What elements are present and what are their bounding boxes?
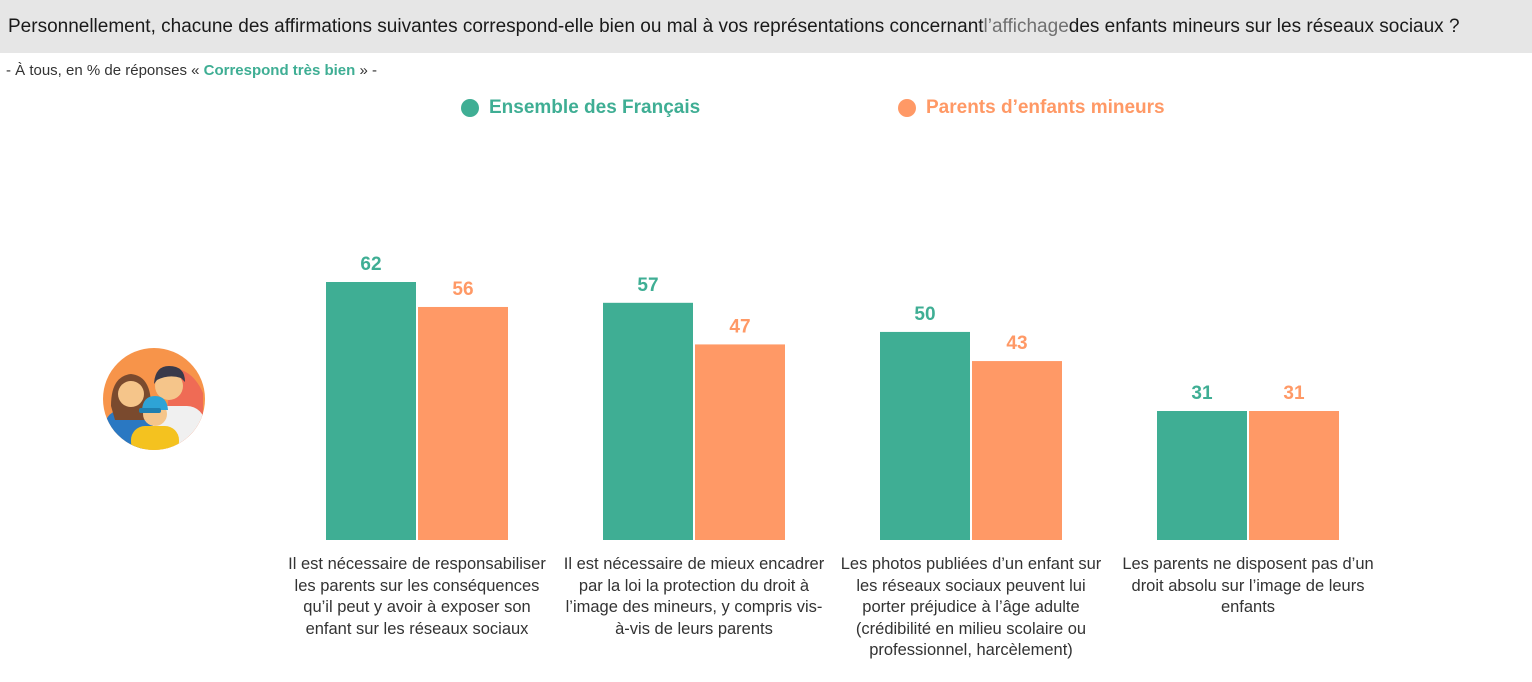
category-label-4: Les parents ne disposent pas d’un droit … <box>1122 555 1374 616</box>
bar-ensemble-3 <box>880 331 970 540</box>
category-label-3: Les photos publiées d’un enfant sur les … <box>840 555 1102 659</box>
question-text-part2: des enfants mineurs sur les réseaux soci… <box>1068 15 1460 37</box>
subtitle-emphasis: Correspond très bien <box>203 62 356 79</box>
legend-item-parents: Parents d’enfants mineurs <box>898 96 1165 120</box>
data-label-ensemble-3: 50 <box>914 304 935 325</box>
data-label-parents-3: 43 <box>1006 333 1027 354</box>
data-label-ensemble-1: 62 <box>360 254 381 275</box>
bar-ensemble-2 <box>603 302 693 540</box>
category-label-2: Il est nécessaire de mieux encadrer par … <box>563 555 825 638</box>
question-text-part1: Personnellement, chacune des affirmation… <box>8 15 984 37</box>
family-icon <box>103 348 205 450</box>
bar-ensemble-1 <box>326 282 416 540</box>
subtitle: - À tous, en % de réponses « Correspond … <box>6 62 377 79</box>
legend-dot-ensemble <box>461 99 479 117</box>
subtitle-prefix: - À tous, en % de réponses « <box>6 62 204 79</box>
bar-parents-1 <box>418 306 508 540</box>
subtitle-suffix: » - <box>355 62 378 79</box>
data-label-parents-1: 56 <box>452 279 473 300</box>
legend-dot-parents <box>898 99 916 117</box>
bar-parents-4 <box>1249 411 1339 540</box>
data-label-ensemble-4: 31 <box>1191 383 1213 404</box>
bar-parents-2 <box>695 344 785 540</box>
category-label-1: Il est nécessaire de responsabiliser les… <box>288 555 546 638</box>
data-label-ensemble-2: 57 <box>637 275 658 296</box>
bar-parents-3 <box>972 361 1062 540</box>
legend-label-parents: Parents d’enfants mineurs <box>926 97 1165 118</box>
data-label-parents-2: 47 <box>729 316 750 337</box>
bar-ensemble-4 <box>1157 411 1247 540</box>
legend-item-ensemble: Ensemble des Français <box>461 96 700 120</box>
data-label-parents-4: 31 <box>1283 383 1305 404</box>
legend-label-ensemble: Ensemble des Français <box>489 97 701 118</box>
question-text-soft: l’affichage <box>983 15 1069 37</box>
question-header: Personnellement, chacune des affirmation… <box>0 0 1532 53</box>
